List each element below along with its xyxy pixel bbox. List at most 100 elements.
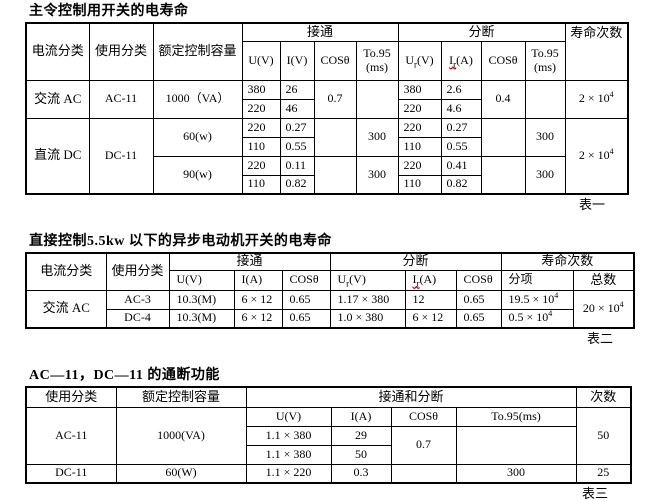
t3-dc-i: 0.3: [330, 463, 392, 484]
t1-dc-90w-on-cos: [313, 155, 357, 195]
t2-header-current-class: 电流分类: [25, 252, 107, 291]
t3-ac-capacity: 1000(VA): [115, 406, 247, 465]
t2-header-group-on: 接通: [168, 252, 331, 271]
t1-ac-usage: AC-11: [88, 79, 154, 119]
t1-cell-on-u: 110: [241, 136, 281, 157]
t3-ac-t095: [455, 425, 577, 465]
t3-cell-u: 1.1 × 380: [245, 425, 332, 446]
t1-cell-off-i: 0.82: [440, 174, 482, 195]
t3-dc-usage: DC-11: [25, 463, 117, 484]
t1-dc-60w-on-t095: 300: [355, 117, 399, 157]
t1-dc-usage: DC-11: [88, 117, 154, 195]
t1-cell-on-u: 220: [241, 155, 281, 176]
t1-cell-off-i: 0.41: [440, 155, 482, 176]
t1-dc-90w-on-t095: 300: [355, 155, 399, 195]
table2-caption: 表二: [586, 331, 613, 346]
t2-cell-life-item: 19.5 × 104: [500, 289, 574, 310]
t3-header-on-off: 接通和分断: [245, 386, 577, 408]
t2-header-usage-class: 使用分类: [105, 252, 170, 291]
t3-dc-cos: [390, 463, 457, 484]
t3-header-usage-class: 使用分类: [25, 386, 117, 408]
t1-header-cos-off: COSθ: [480, 40, 526, 81]
t1-cell-off-i: 2.6: [440, 79, 482, 100]
t1-header-life-count: 寿命次数: [564, 22, 629, 81]
t3-header-i: I(A): [330, 406, 392, 427]
t1-dc-90w-off-cos: [480, 155, 526, 195]
t1-header-i: I(V): [279, 40, 315, 81]
t2-header-cos-on: COSθ: [281, 269, 331, 291]
table3-title: AC—11，DC—11 的通断功能: [29, 368, 220, 383]
t3-header-count: 次数: [575, 386, 632, 408]
t2-cell-cos: 0.65: [281, 308, 331, 329]
t1-header-current-class: 电流分类: [25, 22, 90, 81]
t1-header-rated-capacity: 额定控制容量: [152, 22, 243, 81]
t1-cell-off-i: 0.27: [440, 117, 482, 138]
t1-ac-current: 交流 AC: [25, 79, 90, 119]
t1-cell-off-u: 380: [397, 79, 442, 100]
table1-caption: 表一: [578, 197, 605, 212]
t1-header-t095-off: To.95 (ms): [524, 40, 566, 81]
t1-cell-on-u: 380: [241, 79, 281, 100]
table-master-switch-life: 电流分类 使用分类 额定控制容量 接通 分断 寿命次数 U(V) I(V) CO…: [25, 22, 629, 195]
t2-header-group-off: 分断: [329, 252, 502, 271]
t1-dc-60w-off-cos: [480, 117, 526, 157]
t1-header-group-on: 接通: [241, 22, 399, 42]
t1-dc-capacity-90w: 90(w): [152, 155, 243, 195]
table-motor-switch-life: 电流分类 使用分类 接通 分断 寿命次数 U(V) I(A) COSθ Ur(V…: [25, 252, 635, 329]
t1-cell-off-u: 110: [397, 136, 442, 157]
t2-header-life-count: 寿命次数: [500, 252, 635, 271]
t1-cell-off-i: 4.6: [440, 98, 482, 119]
t2-cell-ir: 12: [404, 289, 457, 310]
t2-header-life-total: 总数: [572, 269, 635, 291]
t2-cell-u: 10.3(M): [168, 289, 235, 310]
t2-cell-cos-off: 0.65: [455, 308, 502, 329]
t3-header-t095: To.95(ms): [455, 406, 577, 427]
t3-header-cos: COSθ: [390, 406, 457, 427]
t1-cell-on-u: 110: [241, 174, 281, 195]
t1-cell-off-u: 220: [397, 117, 442, 138]
t1-cell-on-u: 220: [241, 117, 281, 138]
t1-cell-off-u: 220: [397, 155, 442, 176]
t2-header-ir: Ir(A): [404, 269, 457, 291]
t3-dc-t095: 300: [455, 463, 577, 484]
t2-cell-u: 10.3(M): [168, 308, 235, 329]
t2-header-i: I(A): [233, 269, 283, 291]
table2-title: 直接控制5.5kw 以下的异步电动机开关的电寿命: [29, 234, 332, 249]
t3-ac-usage: AC-11: [25, 406, 117, 465]
table3-caption: 表三: [581, 486, 608, 501]
t3-dc-capacity: 60(W): [115, 463, 247, 484]
t2-cell-life-item: 0.5 × 104: [500, 308, 574, 329]
t2-header-cos-off: COSθ: [455, 269, 502, 291]
t1-dc-60w-off-t095: 300: [524, 117, 566, 157]
t2-ac-current: 交流 AC: [25, 289, 107, 329]
t3-cell-i: 50: [330, 444, 392, 465]
t1-header-cos-on: COSθ: [313, 40, 357, 81]
table1-title: 主令控制用开关的电寿命: [29, 4, 189, 19]
t1-cell-on-i: 0.11: [279, 155, 315, 176]
t3-cell-u: 1.1 × 380: [245, 444, 332, 465]
t2-cell-cos: 0.65: [281, 289, 331, 310]
t1-header-ur: Ur(V): [397, 40, 442, 81]
t3-cell-i: 29: [330, 425, 392, 446]
t1-ac-on-t095: [355, 79, 399, 119]
t3-ac-cos: 0.7: [390, 425, 457, 465]
t1-cell-off-u: 220: [397, 98, 442, 119]
t1-ac-capacity: 1000（VA）: [152, 79, 243, 119]
t1-cell-off-i: 0.55: [440, 136, 482, 157]
t1-ac-off-cos: 0.4: [480, 79, 526, 119]
t2-cell-ur: 1.0 × 380: [329, 308, 406, 329]
t1-cell-on-i: 26: [279, 79, 315, 100]
t1-cell-off-u: 110: [397, 174, 442, 195]
t3-dc-u: 1.1 × 220: [245, 463, 332, 484]
t2-life-total: 20 × 104: [572, 289, 635, 329]
t1-cell-on-i: 0.55: [279, 136, 315, 157]
t1-dc-60w-on-cos: [313, 117, 357, 157]
t1-header-u: U(V): [241, 40, 281, 81]
t1-cell-on-i: 0.27: [279, 117, 315, 138]
table-ac11-dc11-switching: 使用分类 额定控制容量 接通和分断 次数 AC-11 1000(VA) U(V)…: [25, 386, 632, 484]
t1-dc-90w-off-t095: 300: [524, 155, 566, 195]
t1-dc-current: 直流 DC: [25, 117, 90, 195]
t1-header-ir: Ir(A): [440, 40, 482, 81]
t2-cell-ur: 1.17 × 380: [329, 289, 406, 310]
